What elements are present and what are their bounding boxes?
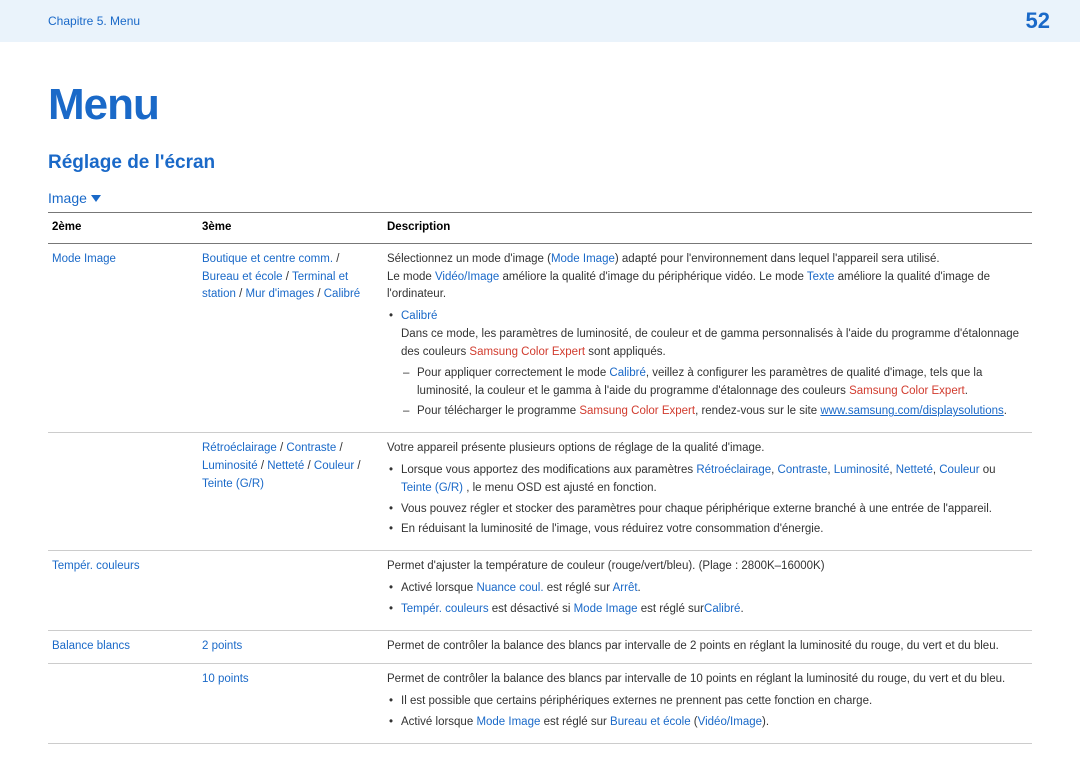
- two-points-label: 2 points: [202, 640, 242, 652]
- settings-table: 2ème 3ème Description Mode Image Boutiqu…: [48, 212, 1032, 744]
- dropdown-icon: [91, 195, 101, 202]
- color-temp-label: Tempér. couleurs: [52, 560, 140, 572]
- ten-points-label: 10 points: [202, 673, 249, 685]
- white-balance-label: Balance blancs: [52, 640, 130, 652]
- col-header-3eme: 3ème: [198, 213, 383, 244]
- page-number: 52: [1026, 8, 1050, 34]
- subsection-text: Image: [48, 190, 87, 206]
- table-row: 10 points Permet de contrôler la balance…: [48, 664, 1032, 743]
- ten-points-desc: Permet de contrôler la balance des blanc…: [383, 664, 1032, 743]
- section-title: Réglage de l'écran: [48, 152, 1032, 174]
- table-row: Mode Image Boutique et centre comm. / Bu…: [48, 243, 1032, 432]
- page-header: Chapitre 5. Menu 52: [0, 0, 1080, 42]
- color-temp-desc: Permet d'ajuster la température de coule…: [383, 551, 1032, 630]
- table-row: Rétroéclairage / Contraste / Luminosité …: [48, 433, 1032, 551]
- mode-image-label: Mode Image: [52, 253, 116, 265]
- mode-image-desc: Sélectionnez un mode d'image (Mode Image…: [383, 243, 1032, 432]
- table-row: Balance blancs 2 points Permet de contrô…: [48, 630, 1032, 664]
- col-header-2eme: 2ème: [48, 213, 198, 244]
- page-content: Menu Réglage de l'écran Image 2ème 3ème …: [0, 42, 1080, 744]
- chapter-label: Chapitre 5. Menu: [48, 14, 140, 28]
- image-quality-options: Rétroéclairage / Contraste / Luminosité …: [198, 433, 383, 551]
- mode-image-options: Boutique et centre comm. / Bureau et éco…: [198, 243, 383, 432]
- samsung-link[interactable]: www.samsung.com/displaysolutions: [820, 405, 1003, 417]
- subsection-label: Image: [48, 190, 1032, 206]
- col-header-desc: Description: [383, 213, 1032, 244]
- image-quality-desc: Votre appareil présente plusieurs option…: [383, 433, 1032, 551]
- page-title: Menu: [48, 80, 1032, 130]
- two-points-desc: Permet de contrôler la balance des blanc…: [383, 630, 1032, 664]
- table-row: Tempér. couleurs Permet d'ajuster la tem…: [48, 551, 1032, 630]
